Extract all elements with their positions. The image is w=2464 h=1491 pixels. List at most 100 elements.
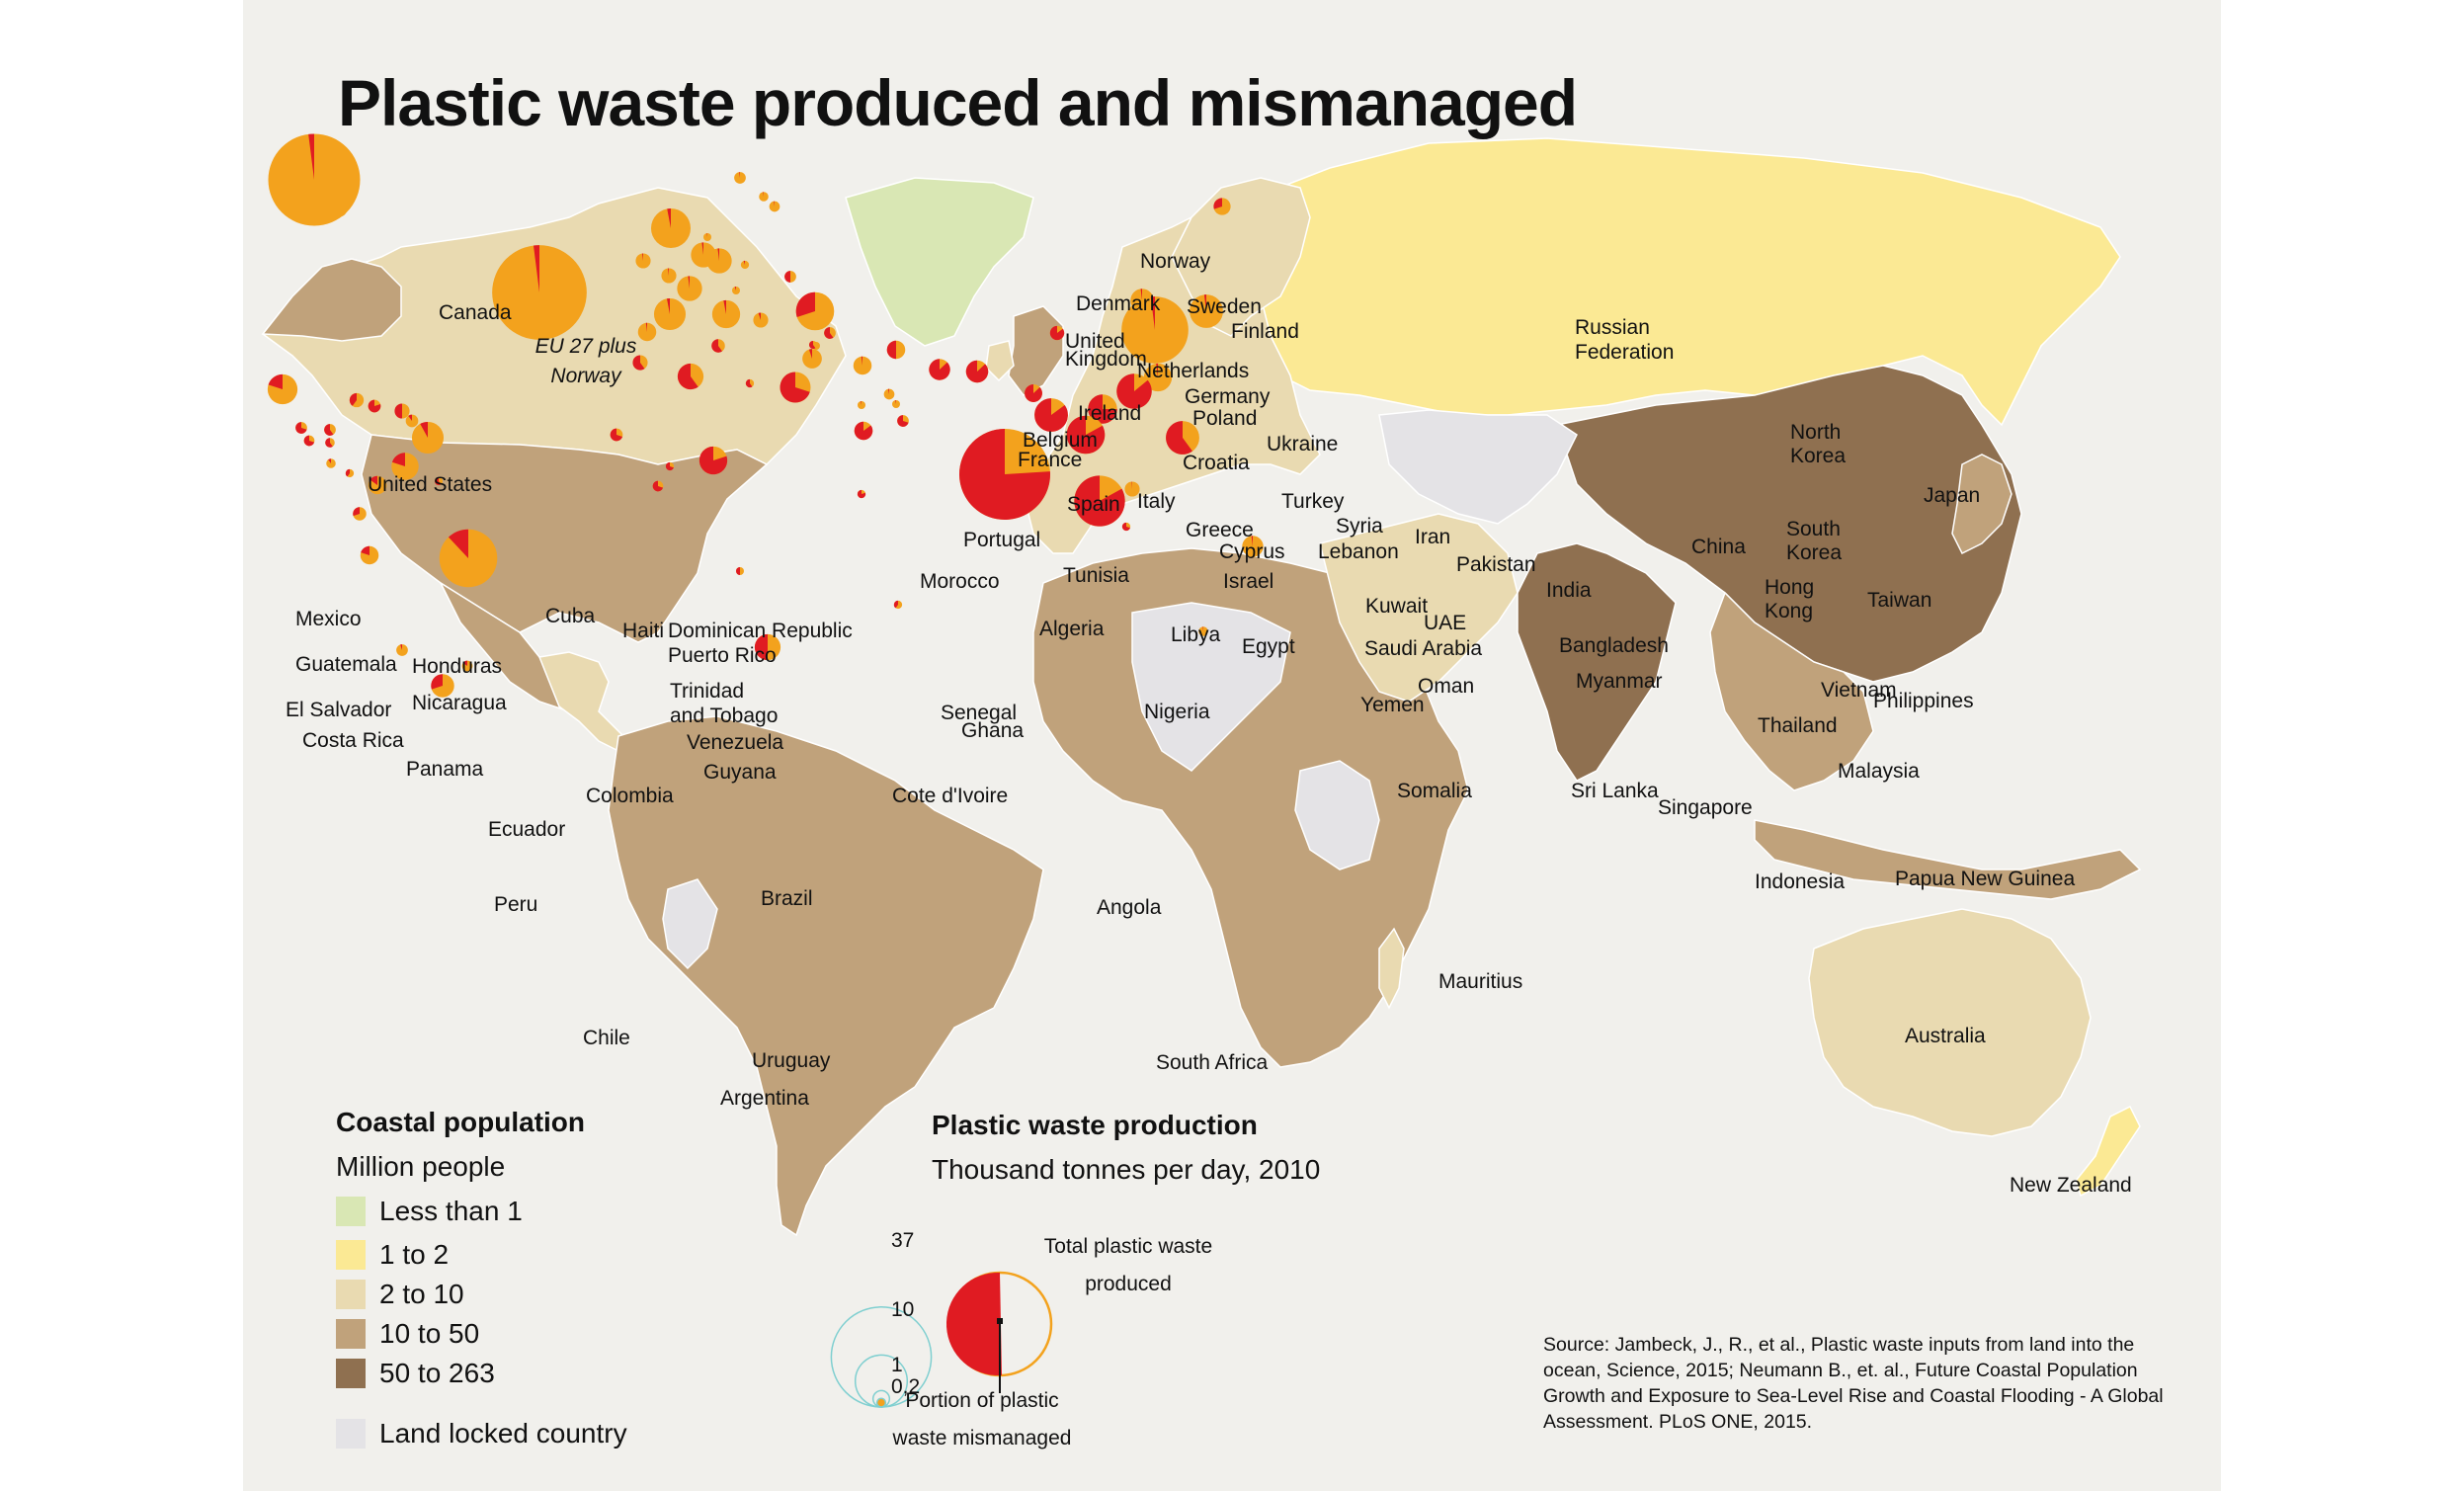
swatch-50-to-263: [336, 1359, 366, 1388]
label-oman: Oman: [1418, 675, 1474, 698]
label-papua-new-guinea: Papua New Guinea: [1895, 868, 2075, 890]
world-map: Canada United States EU 27 plus Norway Mexic…: [261, 133, 2142, 1450]
source-note: Source: Jambeck, J., R., et al., Plastic…: [1543, 1334, 2164, 1433]
land-new-zealand: [2075, 1105, 2141, 1198]
pie-bangladesh: [965, 360, 989, 383]
legend-label: 50 to 263: [379, 1358, 495, 1388]
label-cuba: Cuba: [545, 605, 596, 627]
pie-taiwan: [1190, 294, 1223, 328]
pie-japan: [1121, 296, 1189, 364]
label-turkey: Turkey: [1281, 490, 1345, 513]
label-japan: Japan: [1924, 484, 1980, 507]
waste-legend-title: Plastic waste production: [932, 1110, 1258, 1140]
land-madagascar: [1378, 927, 1405, 1010]
label-venezuela: Venezuela: [687, 731, 783, 754]
label-egypt: Egypt: [1242, 635, 1295, 658]
legend-label: 1 to 2: [379, 1239, 450, 1270]
pie-italy: [711, 299, 741, 329]
land-ireland: [985, 340, 1015, 382]
label-and-tobago: and Tobago: [670, 704, 778, 727]
land-japan: [1951, 454, 2012, 555]
label-croatia: Croatia: [1183, 452, 1250, 474]
pie-united-states: [268, 133, 361, 226]
label-angola: Angola: [1097, 896, 1162, 919]
label-united: United: [1065, 330, 1125, 353]
pie-turkey: [795, 291, 835, 331]
pie-singapore: [1124, 481, 1140, 497]
land-india: [1517, 542, 1677, 782]
population-legend-subtitle: Million people: [336, 1151, 506, 1182]
pie-sri-lanka: [1034, 398, 1068, 432]
label-germany: Germany: [1185, 385, 1271, 408]
legend-label: 2 to 10: [379, 1279, 464, 1309]
label-colombia: Colombia: [586, 785, 674, 807]
label-china: China: [1691, 536, 1746, 558]
land-south-america-north: [608, 715, 1044, 1237]
legend-item-2-to-10: 2 to 10: [336, 1279, 464, 1310]
label-brazil: Brazil: [761, 887, 813, 910]
pie-ghana: [665, 461, 675, 471]
pie-lebanon: [809, 341, 817, 349]
label-trinidad: Trinidad: [670, 680, 744, 703]
label-norway: Norway: [1140, 250, 1211, 273]
pie-nicaragua: [325, 438, 335, 448]
land-masses: [261, 137, 2142, 1237]
pie-hong-kong: [1143, 363, 1173, 392]
size-label: 10: [891, 1298, 914, 1321]
pie-guatemala: [295, 422, 307, 434]
pie-costa-rica: [326, 458, 336, 468]
pie-venezuela: [391, 453, 419, 480]
label-mexico: Mexico: [295, 608, 362, 630]
pie-dominican-republic: [394, 403, 410, 419]
pie-uruguay: [461, 660, 473, 672]
label-puerto-rico: Puerto Rico: [668, 644, 777, 667]
pie-ireland: [635, 253, 651, 269]
waste-size-legend: 37 10 10,2 Total plastic waste produced Porti…: [830, 1229, 1212, 1450]
label-norway: Norway: [550, 365, 622, 387]
label-india: India: [1546, 579, 1592, 602]
land-middle-east: [1319, 513, 1519, 703]
label-myanmar: Myanmar: [1576, 670, 1663, 693]
waste-pies: [267, 133, 1264, 698]
label-taiwan: Taiwan: [1867, 589, 1931, 612]
label-ukraine: Ukraine: [1267, 433, 1338, 456]
example-mismanaged-slice: [945, 1272, 1002, 1375]
swatch-10-to-50: [336, 1319, 366, 1349]
pie-germany: [706, 248, 732, 274]
label-north: North: [1790, 421, 1841, 444]
pie-morocco: [632, 355, 648, 371]
label-hong: Hong: [1765, 576, 1814, 599]
pie-eu-27-plus-norway: [492, 245, 587, 340]
legend-item-10-to-50: 10 to 50: [336, 1318, 479, 1350]
label-yemen: Yemen: [1360, 694, 1425, 716]
label-thailand: Thailand: [1758, 714, 1838, 737]
label-sri-lanka: Sri Lanka: [1571, 780, 1659, 802]
pie-denmark: [703, 233, 711, 241]
land-uk: [1008, 305, 1064, 396]
label-uruguay: Uruguay: [752, 1049, 831, 1072]
label-greece: Greece: [1186, 519, 1254, 541]
label-south-africa: South Africa: [1156, 1051, 1269, 1074]
pie-poland: [740, 260, 750, 270]
label-syria: Syria: [1336, 515, 1383, 538]
label-costa-rica: Costa Rica: [302, 729, 404, 752]
label-italy: Italy: [1137, 490, 1176, 513]
pie-finland: [769, 201, 780, 212]
swatch-less-than-1: [336, 1197, 366, 1226]
legend-item-50-to-263: 50 to 263: [336, 1358, 495, 1389]
label-malaysia: Malaysia: [1838, 760, 1920, 783]
size-label: 0,2: [891, 1375, 920, 1398]
infographic-card: Canada United States EU 27 plus Norway Mexic…: [243, 0, 2221, 1491]
land-usa: [361, 434, 769, 643]
pie-cote-d-ivoire: [652, 480, 664, 492]
label-france: France: [1018, 449, 1082, 471]
land-southeast-asia: [1709, 591, 1874, 791]
label-saudi-arabia: Saudi Arabia: [1364, 637, 1482, 660]
pie-mexico: [267, 373, 298, 405]
pie-somalia: [857, 489, 866, 499]
pie-senegal: [610, 428, 623, 442]
label-nigeria: Nigeria: [1144, 701, 1210, 723]
label-morocco: Morocco: [920, 570, 1000, 593]
label-argentina: Argentina: [720, 1087, 809, 1110]
pie-egypt: [780, 372, 811, 403]
